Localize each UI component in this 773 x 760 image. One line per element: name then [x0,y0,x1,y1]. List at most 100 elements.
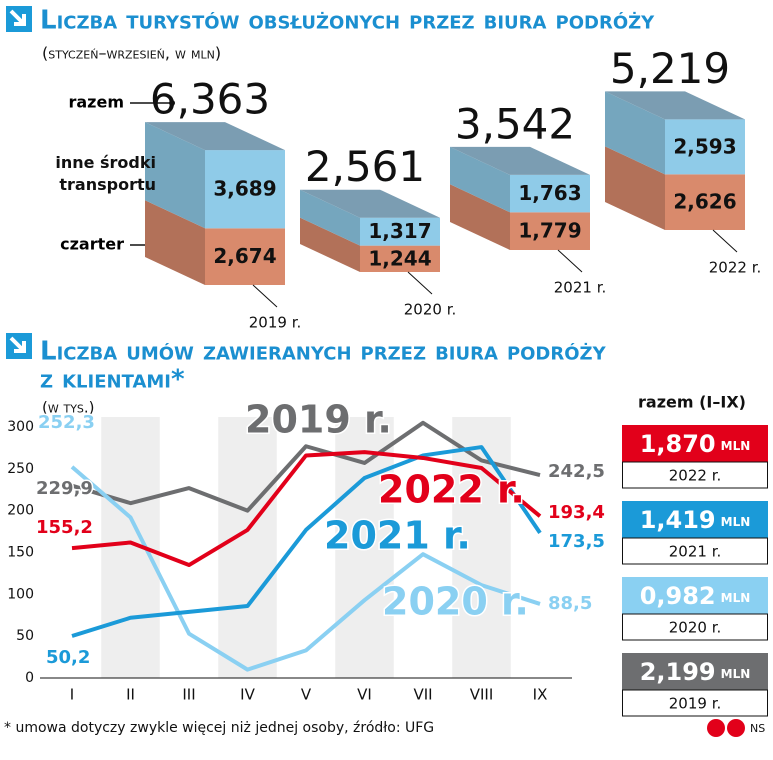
total-year: 2020 r. [669,619,722,637]
chart-subtitle: (w tys.) [42,399,95,417]
bar-side [450,146,510,213]
bar-top [450,146,590,175]
total-label: 2,561 [305,142,425,191]
total-value: 1,419 mln [640,506,751,534]
value-label: 2,626 [673,190,736,214]
bar-side [450,184,510,250]
value-label: 193,4 [548,502,605,523]
bar-segment [205,228,285,285]
y-tick-label: 200 [7,503,34,519]
x-tick-label: 2019 r. [249,314,302,332]
x-tick-label: 2022 r. [709,259,762,277]
total-unit: mln [721,587,751,607]
x-tick-label: II [126,686,135,704]
leader-line [557,249,583,273]
total-label: 5,219 [610,44,730,93]
total-value-number: 1,870 [640,430,716,458]
value-label: 2,593 [673,134,736,158]
x-tick-label: IX [533,686,548,704]
total-year: 2019 r. [669,695,722,713]
bar-side [605,146,665,230]
x-tick-label: 2020 r. [404,301,457,319]
value-label: 88,5 [548,593,592,614]
column-band [101,417,160,678]
chart-title: z klientami* [40,365,185,395]
leader-line [407,271,433,295]
value-label: 2,674 [213,244,276,268]
value-label: 229,9 [36,478,93,499]
x-tick-label: VIII [470,686,494,704]
bar-side [145,122,205,229]
logo [727,719,745,737]
title-icon-arrow [9,336,26,353]
column-band [335,417,394,678]
total-year: 2021 r. [669,543,722,561]
y-tick-label: 250 [7,461,34,477]
total-year-box [622,461,768,489]
x-tick-label: I [70,686,74,704]
total-year: 2022 r. [669,467,722,485]
footnote: * umowa dotyczy zwykle więcej niż jednej… [4,720,434,736]
x-tick-label: 2021 r. [554,279,607,297]
bar-segment [510,212,590,250]
bar-segment [360,245,440,272]
bar-segment [360,217,440,246]
total-value: 1,870 mln [640,430,751,458]
x-tick-label: V [301,686,312,704]
legend-label: czarter [60,235,124,254]
totals-title: razem (I–IX) [638,393,746,412]
total-box [622,577,768,614]
bar-segment [205,150,285,229]
bar-side [605,91,665,175]
total-value-number: 0,982 [640,582,716,610]
y-tick-label: 150 [7,545,34,561]
value-label: 1,763 [518,181,581,205]
bar-segment [510,174,590,213]
leader-line [252,284,278,308]
series-label: 2019 r. [245,398,392,442]
value-label: 173,5 [548,531,605,552]
value-label: 242,5 [548,461,605,482]
column-band [218,417,277,678]
bar-side [300,217,360,272]
y-tick-label: 50 [16,628,34,644]
line-series [71,450,542,568]
chart-title: Liczba turystów obsłużonych przez biura … [40,6,655,36]
y-tick-label: 300 [7,419,34,435]
chart-subtitle: (styczeń–wrzesień, w mln) [42,44,221,63]
series-label: 2020 r. [382,580,529,624]
logo [707,719,725,737]
total-unit: mln [721,435,751,455]
total-box [622,653,768,690]
series-label: 2021 r. [324,514,471,558]
credit: NS [750,722,765,735]
total-year-box [622,613,768,641]
value-label: 252,3 [38,412,95,433]
total-unit: mln [721,663,751,683]
total-unit: mln [721,511,751,531]
y-tick-label: 100 [7,586,34,602]
total-value-number: 1,419 [640,506,716,534]
total-year-box [622,689,768,717]
line-series [70,465,541,672]
total-value: 2,199 mln [640,658,751,686]
leader-line [712,229,738,253]
total-box [622,425,768,462]
bar-side [145,200,205,285]
value-label: 1,779 [518,219,581,243]
series-label: 2022 r. [378,468,525,512]
leader-dot [169,100,175,106]
total-value: 0,982 mln [640,582,751,610]
bar-segment [665,119,745,175]
value-label: 3,689 [213,177,276,201]
legend-label: razem [68,93,124,112]
bar-segment [665,174,745,230]
value-label: 155,2 [36,517,93,538]
bar-top [300,189,440,218]
x-tick-label: VI [357,686,372,704]
title-icon-arrow [9,9,26,26]
total-label: 3,542 [455,99,575,148]
bar-side [300,189,360,246]
